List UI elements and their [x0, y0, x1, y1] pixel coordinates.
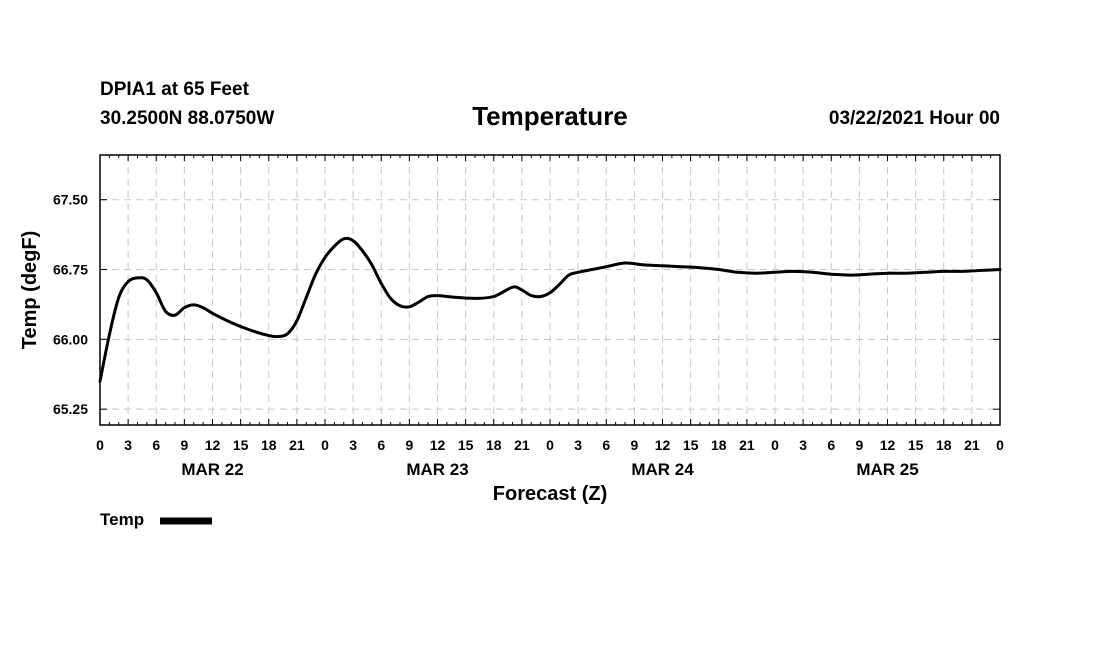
x-tick-label: 12 — [430, 437, 446, 453]
y-tick-label: 66.00 — [53, 331, 88, 347]
y-tick-label: 66.75 — [53, 262, 88, 278]
x-axis-title: Forecast (Z) — [493, 483, 607, 505]
coords-label: 30.2500N 88.0750W — [100, 108, 274, 129]
x-tick-label: 15 — [683, 437, 699, 453]
y-tick-labels: 65.25 66.00 66.75 67.50 — [53, 192, 88, 417]
x-tick-label: 12 — [655, 437, 671, 453]
grid-layer — [100, 155, 1000, 425]
legend: Temp — [100, 510, 212, 529]
x-tick-label: 18 — [261, 437, 277, 453]
x-tick-label: 0 — [771, 437, 779, 453]
x-tick-label: 18 — [936, 437, 952, 453]
x-tick-label: 21 — [514, 437, 530, 453]
series-layer — [98, 236, 1002, 383]
chart-title: Temperature — [472, 101, 628, 131]
plot-frame — [99, 154, 1001, 426]
legend-label-temp: Temp — [100, 510, 144, 529]
day-label: MAR 24 — [631, 460, 694, 479]
x-tick-label: 21 — [739, 437, 755, 453]
x-tick-label: 3 — [349, 437, 357, 453]
x-tick-label: 3 — [574, 437, 582, 453]
series-line-temp — [98, 236, 1002, 383]
x-tick-label: 3 — [799, 437, 807, 453]
x-tick-label: 15 — [233, 437, 249, 453]
x-tick-label: 0 — [96, 437, 104, 453]
x-tick-label: 9 — [405, 437, 413, 453]
x-tick-label: 21 — [289, 437, 305, 453]
x-tick-label: 0 — [996, 437, 1004, 453]
y-tick-label: 65.25 — [53, 401, 88, 417]
x-tick-label: 6 — [602, 437, 610, 453]
x-tick-label: 12 — [880, 437, 896, 453]
day-label: MAR 25 — [856, 460, 918, 479]
day-labels: MAR 22 MAR 23 MAR 24 MAR 25 — [181, 460, 918, 479]
y-tick-label: 67.50 — [53, 192, 88, 208]
x-tick-label: 6 — [827, 437, 835, 453]
x-tick-label: 0 — [546, 437, 554, 453]
x-tick-label: 6 — [152, 437, 160, 453]
x-tick-label: 0 — [321, 437, 329, 453]
x-tick-label: 9 — [630, 437, 638, 453]
x-tick-label: 6 — [377, 437, 385, 453]
day-label: MAR 22 — [181, 460, 243, 479]
x-tick-label: 18 — [486, 437, 502, 453]
x-tick-label: 12 — [205, 437, 221, 453]
x-tick-label: 18 — [711, 437, 727, 453]
y-axis-title: Temp (degF) — [19, 231, 41, 350]
timestamp-label: 03/22/2021 Hour 00 — [829, 108, 1000, 129]
x-tick-label: 21 — [964, 437, 980, 453]
station-label: DPIA1 at 65 Feet — [100, 79, 250, 100]
x-tick-labels: 0 3 6 9 12 15 18 21 0 3 6 9 12 15 18 21 0 3 6 9 12 15 18 21 0 3 6 9… — [96, 437, 1004, 453]
x-tick-label: 9 — [180, 437, 188, 453]
x-tick-label: 15 — [908, 437, 924, 453]
day-label: MAR 23 — [406, 460, 468, 479]
x-tick-label: 9 — [855, 437, 863, 453]
x-tick-label: 3 — [124, 437, 132, 453]
x-tick-label: 15 — [458, 437, 474, 453]
